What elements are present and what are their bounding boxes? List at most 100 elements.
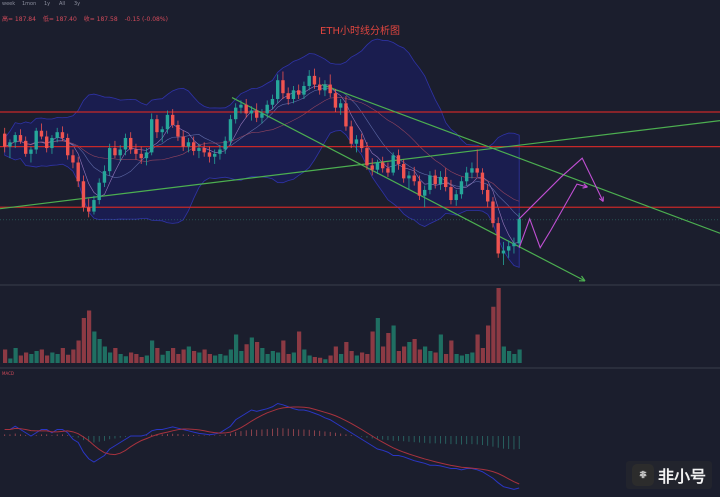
candle-body	[333, 93, 338, 108]
ohlc-close: 收= 187.58	[83, 16, 118, 23]
candle-body	[113, 148, 117, 156]
volume-bar	[134, 354, 139, 363]
candle-body	[13, 135, 17, 143]
candle-body	[265, 104, 269, 114]
volume-bar	[475, 334, 480, 363]
candle-body	[396, 155, 401, 164]
volume-bar	[470, 352, 475, 363]
candle-body	[365, 148, 369, 166]
volume-bar	[92, 331, 97, 363]
candle-body	[108, 148, 112, 172]
volume-bar	[365, 354, 370, 363]
candle-body	[512, 243, 516, 247]
volume-bar	[102, 346, 107, 363]
volume-bar	[349, 351, 354, 363]
candle-body	[150, 119, 154, 153]
candle-body	[423, 189, 427, 196]
chart-title: ETH小时线分析图	[320, 26, 400, 37]
volume-bar	[312, 357, 317, 363]
volume-bar	[39, 349, 44, 363]
candle-body	[507, 246, 511, 251]
candle-body	[328, 84, 332, 94]
volume-bar	[354, 355, 359, 363]
candle-body	[76, 162, 80, 182]
candle-body	[417, 181, 422, 196]
moving-average-line-20	[4, 97, 520, 202]
volume-bar	[3, 349, 8, 363]
candle-body	[307, 75, 311, 86]
candle-body	[339, 103, 343, 108]
volume-bar	[150, 340, 155, 363]
volume-bar	[8, 358, 13, 363]
volume-bar	[18, 355, 23, 363]
timeframe-3y[interactable]: 3y	[74, 1, 81, 7]
candle-body	[181, 136, 185, 147]
candle-body	[486, 189, 490, 202]
candle-body	[81, 181, 86, 208]
volume-bar	[87, 310, 92, 363]
volume-bar	[328, 355, 333, 363]
volume-bar	[108, 352, 113, 363]
timeframe-1y[interactable]: 1y	[44, 1, 51, 7]
candle-body	[45, 136, 49, 149]
candle-body	[270, 98, 275, 105]
candle-body	[39, 130, 44, 137]
volume-bar	[218, 354, 223, 363]
volume-bar	[71, 349, 76, 363]
volume-bar	[386, 333, 391, 363]
volume-bar	[370, 331, 375, 363]
volume-bar	[270, 351, 275, 363]
candle-body	[291, 90, 296, 99]
candle-body	[55, 132, 59, 138]
candle-body	[302, 85, 306, 95]
candle-body	[50, 137, 54, 149]
volume-bar	[423, 346, 428, 363]
candle-body	[18, 135, 23, 141]
volume-bar	[213, 355, 218, 363]
timeframe-toolbar: week 1mon 1y All 3y	[0, 0, 720, 10]
volume-bar	[29, 354, 34, 363]
candle-body	[354, 139, 359, 144]
volume-bar	[454, 354, 459, 363]
volume-bar	[323, 359, 328, 363]
candle-body	[402, 163, 406, 179]
volume-bar	[13, 348, 18, 363]
candle-body	[66, 137, 70, 156]
candle-body	[491, 201, 495, 224]
candle-body	[102, 171, 107, 183]
candle-body	[349, 126, 353, 144]
candle-body	[381, 162, 385, 169]
timeframe-1mon[interactable]: 1mon	[22, 1, 37, 7]
candle-body	[87, 207, 91, 212]
volume-bar	[55, 354, 60, 363]
candle-body	[344, 103, 348, 127]
macd-dif-line	[4, 402, 520, 490]
candle-body	[186, 142, 191, 147]
volume-bar	[318, 357, 323, 363]
candle-body	[412, 175, 416, 182]
volume-bar	[517, 349, 522, 363]
candle-body	[165, 114, 170, 130]
volume-bar	[192, 351, 197, 363]
projected-path-lower	[518, 183, 588, 249]
volume-bar	[507, 351, 512, 363]
candle-body	[223, 140, 227, 150]
candle-body	[92, 200, 96, 212]
volume-bar	[281, 340, 286, 363]
candle-body	[517, 218, 521, 244]
timeframe-week[interactable]: week	[2, 1, 16, 7]
volume-bar	[396, 351, 401, 363]
volume-bar	[260, 348, 265, 363]
volume-bar	[118, 354, 123, 363]
volume-bar	[276, 352, 281, 363]
volume-bar	[291, 352, 296, 363]
timeframe-all[interactable]: All	[59, 1, 66, 7]
volume-bar	[428, 351, 433, 363]
candle-body	[60, 132, 65, 138]
candle-body	[391, 155, 395, 173]
volume-bar	[438, 334, 443, 363]
candle-body	[155, 119, 159, 133]
volume-bar	[129, 352, 134, 363]
bollinger-band	[4, 38, 520, 268]
